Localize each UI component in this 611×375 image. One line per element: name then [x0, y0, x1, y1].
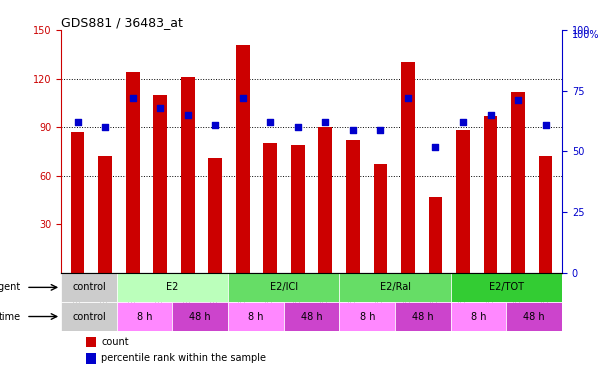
FancyBboxPatch shape: [451, 273, 562, 302]
Bar: [181, 77, 195, 273]
Bar: [98, 156, 112, 273]
Bar: [208, 158, 222, 273]
Bar: [401, 62, 415, 273]
Point: [486, 112, 496, 118]
Bar: [456, 130, 470, 273]
Point: [376, 126, 386, 132]
Point: [513, 98, 523, 104]
Bar: [153, 95, 167, 273]
FancyBboxPatch shape: [228, 273, 340, 302]
FancyBboxPatch shape: [228, 302, 284, 331]
Bar: [428, 197, 442, 273]
Text: GDS881 / 36483_at: GDS881 / 36483_at: [61, 16, 183, 29]
Point: [73, 119, 82, 125]
Bar: [373, 164, 387, 273]
FancyBboxPatch shape: [451, 302, 507, 331]
FancyBboxPatch shape: [507, 302, 562, 331]
Text: E2/Ral: E2/Ral: [379, 282, 411, 292]
Text: 8 h: 8 h: [248, 312, 264, 321]
Bar: [236, 45, 250, 273]
Text: E2: E2: [166, 282, 178, 292]
Text: percentile rank within the sample: percentile rank within the sample: [101, 353, 266, 363]
Bar: [126, 72, 139, 273]
Text: agent: agent: [0, 282, 21, 292]
Text: 48 h: 48 h: [412, 312, 434, 321]
Bar: [484, 116, 497, 273]
Bar: [263, 143, 277, 273]
FancyBboxPatch shape: [61, 273, 117, 302]
Text: E2/TOT: E2/TOT: [489, 282, 524, 292]
Point: [183, 112, 192, 118]
Point: [541, 122, 551, 128]
FancyBboxPatch shape: [340, 302, 395, 331]
FancyBboxPatch shape: [61, 302, 117, 331]
Point: [128, 95, 137, 101]
Text: 8 h: 8 h: [359, 312, 375, 321]
Text: 8 h: 8 h: [137, 312, 152, 321]
Bar: [86, 336, 96, 348]
Point: [403, 95, 413, 101]
FancyBboxPatch shape: [117, 273, 228, 302]
Point: [321, 119, 331, 125]
Point: [458, 119, 468, 125]
Text: time: time: [0, 312, 21, 321]
Text: control: control: [72, 282, 106, 292]
Text: 48 h: 48 h: [189, 312, 211, 321]
Point: [431, 144, 441, 150]
FancyBboxPatch shape: [284, 302, 340, 331]
Text: count: count: [101, 337, 129, 347]
FancyBboxPatch shape: [340, 273, 451, 302]
Text: 48 h: 48 h: [524, 312, 545, 321]
FancyBboxPatch shape: [172, 302, 228, 331]
Bar: [86, 353, 96, 364]
Point: [155, 105, 165, 111]
Bar: [346, 140, 360, 273]
Text: 8 h: 8 h: [471, 312, 486, 321]
Point: [210, 122, 220, 128]
Text: 48 h: 48 h: [301, 312, 323, 321]
Point: [293, 124, 302, 130]
Bar: [539, 156, 552, 273]
Bar: [291, 145, 305, 273]
Bar: [318, 127, 332, 273]
Bar: [71, 132, 84, 273]
Bar: [511, 92, 525, 273]
Point: [100, 124, 110, 130]
Text: control: control: [72, 312, 106, 321]
Text: E2/ICI: E2/ICI: [269, 282, 298, 292]
FancyBboxPatch shape: [117, 302, 172, 331]
Point: [238, 95, 247, 101]
Point: [265, 119, 275, 125]
Point: [348, 126, 358, 132]
Text: 100%: 100%: [572, 30, 599, 40]
FancyBboxPatch shape: [395, 302, 451, 331]
